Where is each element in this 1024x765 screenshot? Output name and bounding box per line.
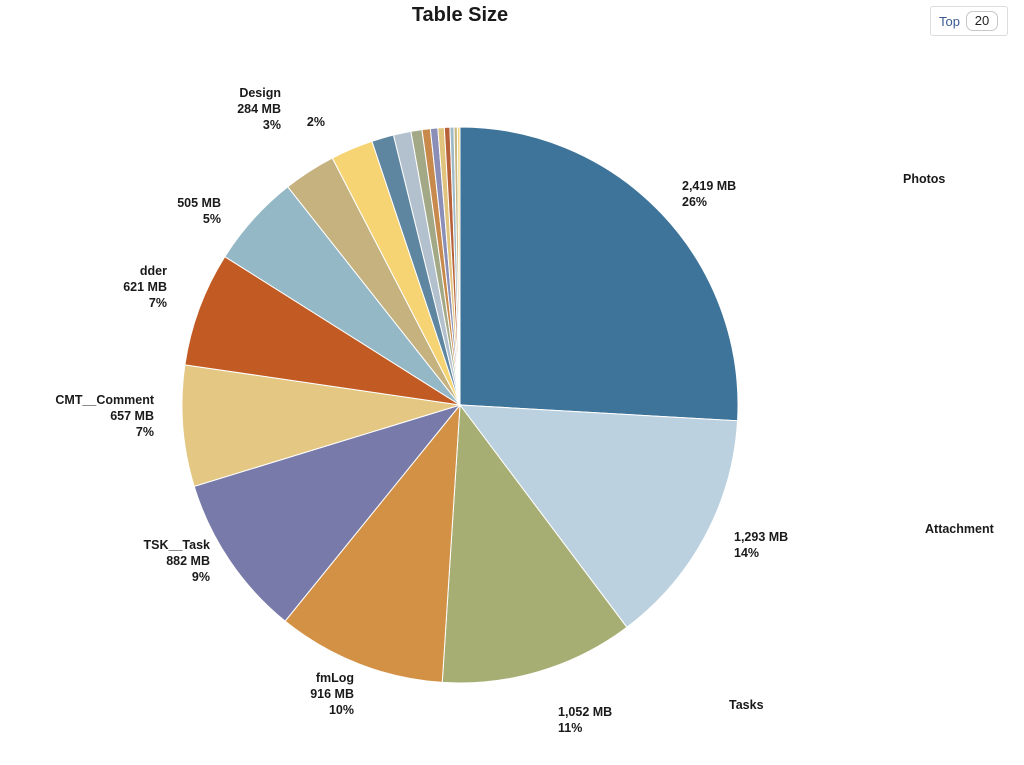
slice-pct-label: 14% (734, 546, 759, 560)
slice-size-label: 882 MB (166, 554, 210, 568)
slice-name-label: TSK__Task (144, 538, 211, 552)
pie-slice-20[interactable] (456, 126, 461, 406)
slice-name-label: fmLog (316, 671, 354, 685)
slice-pct-label: 2% (307, 115, 325, 129)
top-n-input[interactable]: 20 (965, 11, 998, 31)
chart-title: Table Size (411, 4, 509, 26)
slice-pct-label: 7% (136, 425, 154, 439)
slice-size-label: 916 MB (310, 687, 354, 701)
slice-pct-label: 5% (203, 212, 221, 226)
slice-pct-label: 26% (682, 195, 707, 209)
pie-slice-photos[interactable] (459, 126, 739, 422)
pie-slice-dder[interactable] (184, 255, 461, 406)
slice-size-label: 2,419 MB (682, 179, 736, 193)
slice-name-label: CMT__Comment (55, 393, 154, 407)
pie-slice-attachment[interactable] (458, 404, 739, 629)
slice-size-label: 621 MB (123, 280, 167, 294)
slice-pct-label: 10% (329, 703, 354, 717)
slice-size-label: 505 MB (177, 196, 221, 210)
slice-size-label: 657 MB (110, 409, 154, 423)
pie-slice-fmlog[interactable] (284, 403, 461, 683)
slice-pct-label: 3% (263, 118, 281, 132)
top-label: Top (939, 13, 960, 29)
pie-slice-tasks[interactable] (441, 403, 628, 684)
slice-size-label: 1,293 MB (734, 530, 788, 544)
slice-size-label: 1,052 MB (558, 705, 612, 719)
pie-slice-tsk-task[interactable] (193, 404, 462, 622)
pie-slices (181, 126, 739, 684)
slice-name-label: Attachment (925, 522, 995, 536)
slice-name-label: dder (140, 264, 167, 278)
slice-pct-label: 7% (149, 296, 167, 310)
slice-pct-label: 11% (558, 721, 582, 735)
slice-name-label: Tasks (729, 698, 764, 712)
slice-size-label: 284 MB (237, 102, 281, 116)
slice-name-label: Design (239, 86, 281, 100)
top-n-control: Top 20 (930, 6, 1008, 36)
pie-labels: 2,419 MB 26% Photos 1,293 MB 14% Attachment 1,… (55, 86, 994, 735)
slice-name-label: Photos (903, 172, 945, 186)
slice-pct-label: 9% (192, 570, 210, 584)
